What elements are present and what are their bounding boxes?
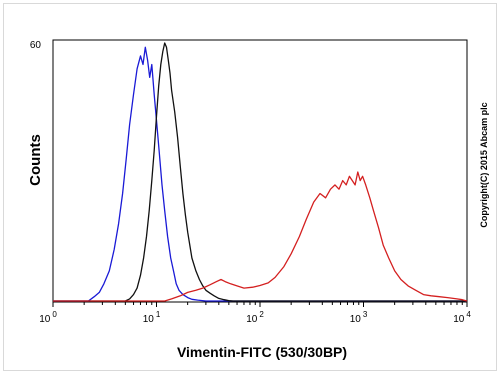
x-tick-label: 10 3 — [350, 310, 368, 325]
x-axis-label: Vimentin-FITC (530/30BP) — [177, 344, 347, 360]
copyright-text: Copyright(C) 2015 Abcam plc — [479, 102, 489, 227]
x-tick-label: 10 4 — [453, 310, 471, 325]
y-axis-label: Counts — [27, 134, 44, 186]
y-tick-label: 60 — [30, 40, 42, 51]
histogram-series-2 — [53, 42, 467, 302]
x-tick-label: 10 1 — [143, 310, 161, 325]
chart-frame — [3, 3, 497, 371]
x-tick-label: 10 2 — [246, 310, 264, 325]
x-tick-label: 10 0 — [39, 310, 57, 325]
histogram-series-1 — [53, 46, 467, 302]
plot-area — [52, 39, 468, 303]
histogram-series-3 — [53, 171, 468, 302]
